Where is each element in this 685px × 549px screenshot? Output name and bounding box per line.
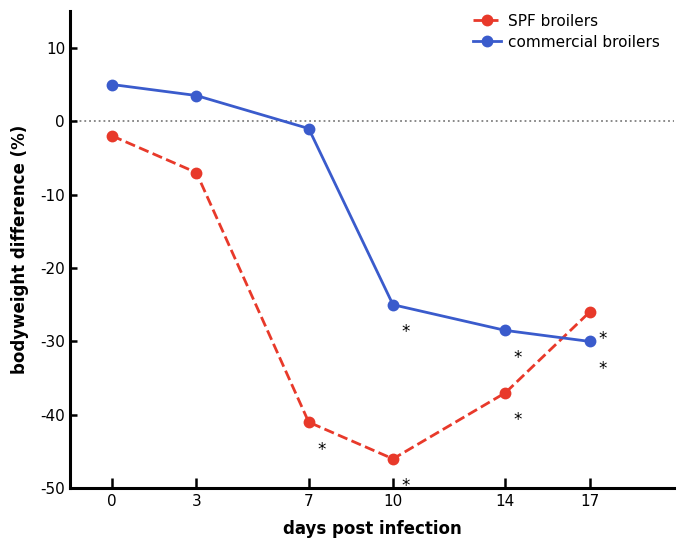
Line: commercial broilers: commercial broilers (108, 80, 595, 346)
Text: *: * (401, 477, 410, 495)
SPF broilers (305, 419, 313, 425)
X-axis label: days post infection: days post infection (282, 520, 461, 538)
SPF broilers (586, 309, 594, 315)
commercial broilers (389, 301, 397, 308)
Text: *: * (598, 330, 606, 349)
commercial broilers (192, 92, 201, 99)
SPF broilers (192, 169, 201, 176)
commercial broilers (501, 327, 510, 334)
commercial broilers (305, 125, 313, 132)
Text: *: * (598, 360, 606, 378)
commercial broilers (108, 81, 116, 88)
Line: SPF broilers: SPF broilers (108, 131, 595, 464)
Text: *: * (317, 440, 325, 458)
SPF broilers (501, 389, 510, 396)
Text: *: * (514, 349, 522, 367)
commercial broilers (586, 338, 594, 345)
Legend: SPF broilers, commercial broilers: SPF broilers, commercial broilers (473, 14, 660, 50)
Y-axis label: bodyweight difference (%): bodyweight difference (%) (11, 125, 29, 374)
SPF broilers (389, 456, 397, 462)
Text: *: * (401, 323, 410, 341)
SPF broilers (108, 133, 116, 139)
Text: *: * (514, 411, 522, 429)
